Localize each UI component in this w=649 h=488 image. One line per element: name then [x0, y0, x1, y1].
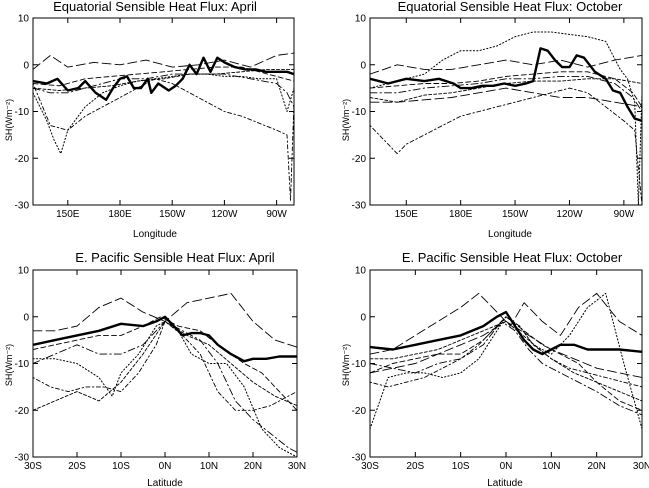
x-tick-label: 150E	[56, 209, 80, 220]
y-tick-label: -30	[15, 453, 30, 464]
plot-frame	[32, 269, 298, 458]
y-axis-label: SH(Wm⁻²)	[4, 344, 14, 386]
y-tick-label: -10	[15, 359, 30, 370]
y-axis-label: SH(Wm⁻²)	[4, 99, 14, 141]
y-tick-label: 0	[360, 60, 366, 71]
x-tick-label: 180E	[449, 209, 473, 220]
x-tick-label: 150W	[159, 209, 186, 220]
y-axis-label: SH(Wm⁻²)	[341, 344, 351, 386]
y-tick-label: 10	[18, 266, 30, 277]
x-tick-label: 10N	[200, 461, 218, 472]
series-line-dash-dot	[33, 73, 294, 108]
y-tick-label: -30	[352, 201, 367, 212]
series-line-fine-dash	[370, 78, 642, 103]
series-line-dot-dash-dot	[33, 320, 297, 411]
series-line-long-dash-2	[370, 87, 642, 108]
y-tick-label: 0	[360, 312, 366, 323]
y-tick-label: -10	[352, 359, 367, 370]
y-tick-label: 10	[355, 14, 367, 25]
x-tick-label: 0N	[500, 461, 513, 472]
x-tick-label: 10S	[112, 461, 130, 472]
x-tick-label: 20S	[406, 461, 424, 472]
y-tick-label: 0	[23, 60, 29, 71]
panel-title: E. Pacific Sensible Heat Flux: April	[75, 250, 275, 265]
x-axis-label: Latitude	[487, 478, 523, 488]
y-tick-label: -30	[352, 453, 367, 464]
series-line-fine-dash	[370, 320, 642, 402]
series-line-long-dash-2	[370, 320, 642, 378]
series-line-long-dash	[370, 292, 642, 355]
x-tick-label: 20S	[68, 461, 86, 472]
plot-frame	[369, 17, 643, 206]
series-line-thick	[370, 310, 642, 356]
panel-title: Equatorial Sensible Heat Flux: April	[53, 0, 257, 14]
series-line-dash	[370, 316, 642, 411]
series-line-thick	[370, 47, 642, 123]
panel-epacific-october: E. Pacific Sensible Heat Flux: October L…	[341, 250, 649, 488]
series-line-dash-dot	[33, 320, 297, 453]
series-line-long-dash	[33, 52, 294, 70]
x-tick-label: 30S	[24, 461, 42, 472]
y-tick-label: -20	[15, 406, 30, 417]
x-tick-label: 90W	[266, 209, 287, 220]
y-tick-label: -20	[352, 406, 367, 417]
series-line-long-dash	[33, 292, 297, 348]
series-line-fine-dash	[33, 320, 297, 411]
x-tick-label: 30N	[633, 461, 649, 472]
series-line-dot-dash-dot	[33, 78, 294, 201]
panel-equatorial-october: Equatorial Sensible Heat Flux: October L…	[341, 0, 643, 240]
series-line-dot	[370, 31, 642, 205]
y-tick-label: -10	[15, 107, 30, 118]
series-line-dash-dot	[370, 75, 642, 112]
series-line-fine-dash	[33, 68, 294, 91]
series-line-thick	[33, 56, 294, 101]
series-line-dot	[33, 320, 297, 457]
x-tick-label: 20N	[587, 461, 605, 472]
series-line-dot-dash-dot	[370, 87, 642, 205]
x-tick-label: 30S	[361, 461, 379, 472]
y-tick-label: 10	[355, 266, 367, 277]
series-line-long-dash	[370, 54, 642, 75]
x-tick-label: 10N	[542, 461, 560, 472]
panel-title: E. Pacific Sensible Heat Flux: October	[402, 250, 623, 265]
x-tick-label: 20N	[244, 461, 262, 472]
y-tick-label: 0	[23, 312, 29, 323]
x-axis-label: Latitude	[147, 478, 183, 488]
x-tick-label: 0N	[159, 461, 172, 472]
x-tick-label: 150W	[502, 209, 529, 220]
x-tick-label: 120W	[556, 209, 583, 220]
plot-frame	[32, 17, 295, 206]
x-tick-label: 30N	[288, 461, 306, 472]
series-line-dash-dot	[370, 320, 642, 416]
x-tick-label: 150E	[395, 209, 419, 220]
y-tick-label: -20	[15, 154, 30, 165]
panel-equatorial-april: Equatorial Sensible Heat Flux: April Lon…	[4, 0, 295, 240]
y-tick-label: 10	[18, 14, 30, 25]
series-line-dot-dash-dot	[370, 316, 642, 388]
panel-epacific-april: E. Pacific Sensible Heat Flux: April Lat…	[4, 250, 306, 488]
series-line-thick	[33, 315, 297, 363]
series-line-dash	[370, 71, 642, 108]
x-tick-label: 10S	[452, 461, 470, 472]
x-axis-label: Longitude	[133, 229, 177, 240]
y-tick-label: -10	[352, 107, 367, 118]
x-tick-label: 90W	[614, 209, 635, 220]
x-axis-label: Longitude	[488, 229, 532, 240]
series-line-dash	[33, 66, 294, 87]
y-tick-label: -20	[352, 154, 367, 165]
series-line-dash	[33, 316, 297, 411]
panel-title: Equatorial Sensible Heat Flux: October	[398, 0, 623, 14]
y-axis-label: SH(Wm⁻²)	[341, 99, 351, 141]
x-tick-label: 120W	[211, 209, 238, 220]
plot-frame	[369, 269, 643, 458]
x-tick-label: 180E	[108, 209, 132, 220]
y-tick-label: -30	[15, 201, 30, 212]
